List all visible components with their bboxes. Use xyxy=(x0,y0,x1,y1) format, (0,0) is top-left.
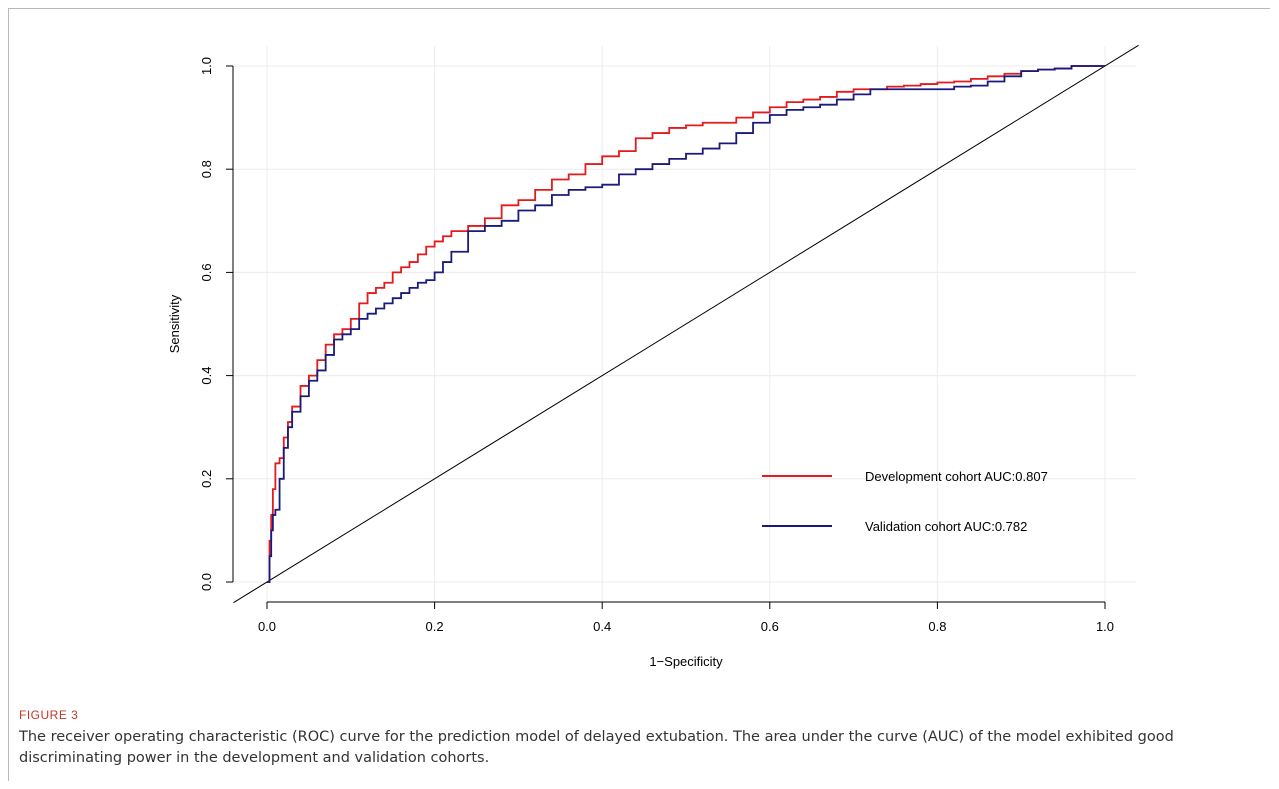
legend-label-1: Development cohort AUC:0.807 xyxy=(865,469,1048,484)
x-tick-label: 0.0 xyxy=(258,619,276,634)
x-tick-label: 0.2 xyxy=(426,619,444,634)
x-axis-label: 1−Specificity xyxy=(649,654,723,669)
x-tick-label: 1.0 xyxy=(1096,619,1114,634)
y-tick-label: 0.2 xyxy=(199,470,214,488)
x-tick-label: 0.6 xyxy=(761,619,779,634)
figure-caption: FIGURE 3 The receiver operating characte… xyxy=(19,708,1259,769)
axes: 0.0 0.2 0.4 0.6 0.8 1.0 0.0 0.2 0.4 0.6 0.8 1.0 xyxy=(199,57,1114,634)
figure-caption-text: The receiver operating characteristic (R… xyxy=(19,729,1174,766)
grid-lines xyxy=(233,46,1136,602)
y-tick-label: 0.4 xyxy=(199,367,214,385)
legend: Development cohort AUC:0.807 Validation c… xyxy=(762,469,1048,534)
legend-label-2: Validation cohort AUC:0.782 xyxy=(865,519,1027,534)
figure-frame xyxy=(8,8,1270,781)
reference-diagonal xyxy=(233,44,1139,604)
y-tick-label: 0.6 xyxy=(199,263,214,281)
series-line-2 xyxy=(267,65,1105,583)
x-tick-label: 0.8 xyxy=(928,619,946,634)
y-tick-label: 0.0 xyxy=(199,573,214,591)
roc-chart: 0.0 0.2 0.4 0.6 0.8 1.0 0.0 0.2 0.4 0.6 0.8 1.0 1−S… xyxy=(167,44,1139,669)
y-tick-label: 1.0 xyxy=(199,57,214,75)
x-tick-label: 0.4 xyxy=(593,619,611,634)
series-lines xyxy=(267,65,1105,583)
figure-label: FIGURE 3 xyxy=(19,708,79,722)
y-tick-label: 0.8 xyxy=(199,160,214,178)
y-axis-label: Sensitivity xyxy=(167,294,182,353)
